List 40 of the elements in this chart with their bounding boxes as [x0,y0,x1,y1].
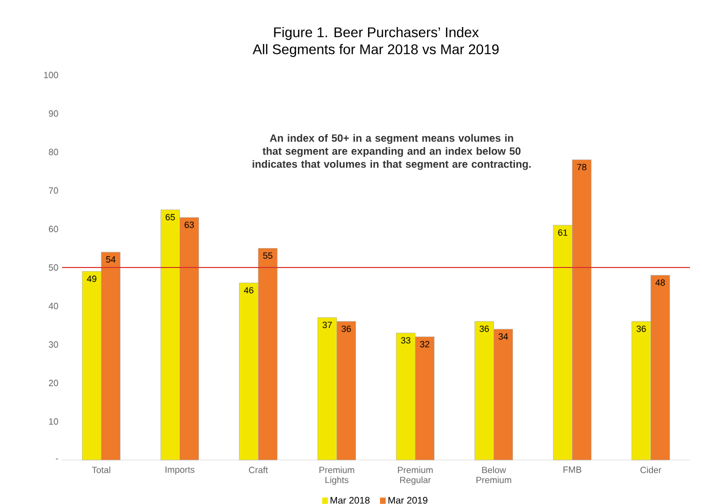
x-tick-label: Below Premium [476,466,512,484]
data-label: 78 [577,164,586,170]
data-label: 49 [86,276,96,282]
y-tick-label: 10 [49,418,58,425]
legend-label: Mar 2019 [388,496,428,504]
data-label: 36 [342,326,351,332]
data-label: 46 [244,287,254,294]
x-tick-label: Premium Lights [319,466,354,485]
data-label: 55 [263,252,272,259]
y-tick-label: 90 [48,110,58,117]
x-tick-label: Cider [640,466,662,474]
data-label: 48 [655,279,665,286]
y-tick-label: 50 [48,264,58,271]
data-label: 36 [636,326,646,332]
annotation: An index of 50+ in a segment means volumes in that segment are expanding and an index below 50 indicates that volumes in that segment are contracting. [252,134,531,170]
chart-subtitle: All Segments for Mar 2018 vs Mar 2019 [252,44,499,58]
y-tick-label: - [56,458,58,460]
y-tick-label: 40 [48,302,58,310]
y-tick-label: 100 [44,72,58,78]
y-tick-label: 20 [48,380,58,386]
data-label: 33 [401,337,410,344]
x-tick-label: FMB [563,466,582,473]
x-tick-label: Premium Regular [398,466,433,485]
data-label: 54 [106,256,116,263]
data-label: 37 [322,322,332,328]
chart-title: Figure 1. Beer Purchasers’ Index [274,26,479,40]
data-label: 34 [498,333,508,340]
y-tick-label: 80 [48,148,58,156]
legend-label: Mar 2018 [330,496,370,504]
y-tick-label: 30 [48,341,58,348]
data-label: 32 [420,340,430,348]
y-tick-label: 60 [48,226,58,232]
data-label: 61 [558,229,568,236]
data-label: 36 [480,326,489,332]
x-tick-label: Imports [166,466,194,475]
y-tick-label: 70 [48,187,58,194]
x-tick-label: Total [92,466,110,474]
data-label: 65 [166,214,175,220]
x-tick-label: Craft [248,466,268,474]
data-label: 63 [184,222,194,228]
